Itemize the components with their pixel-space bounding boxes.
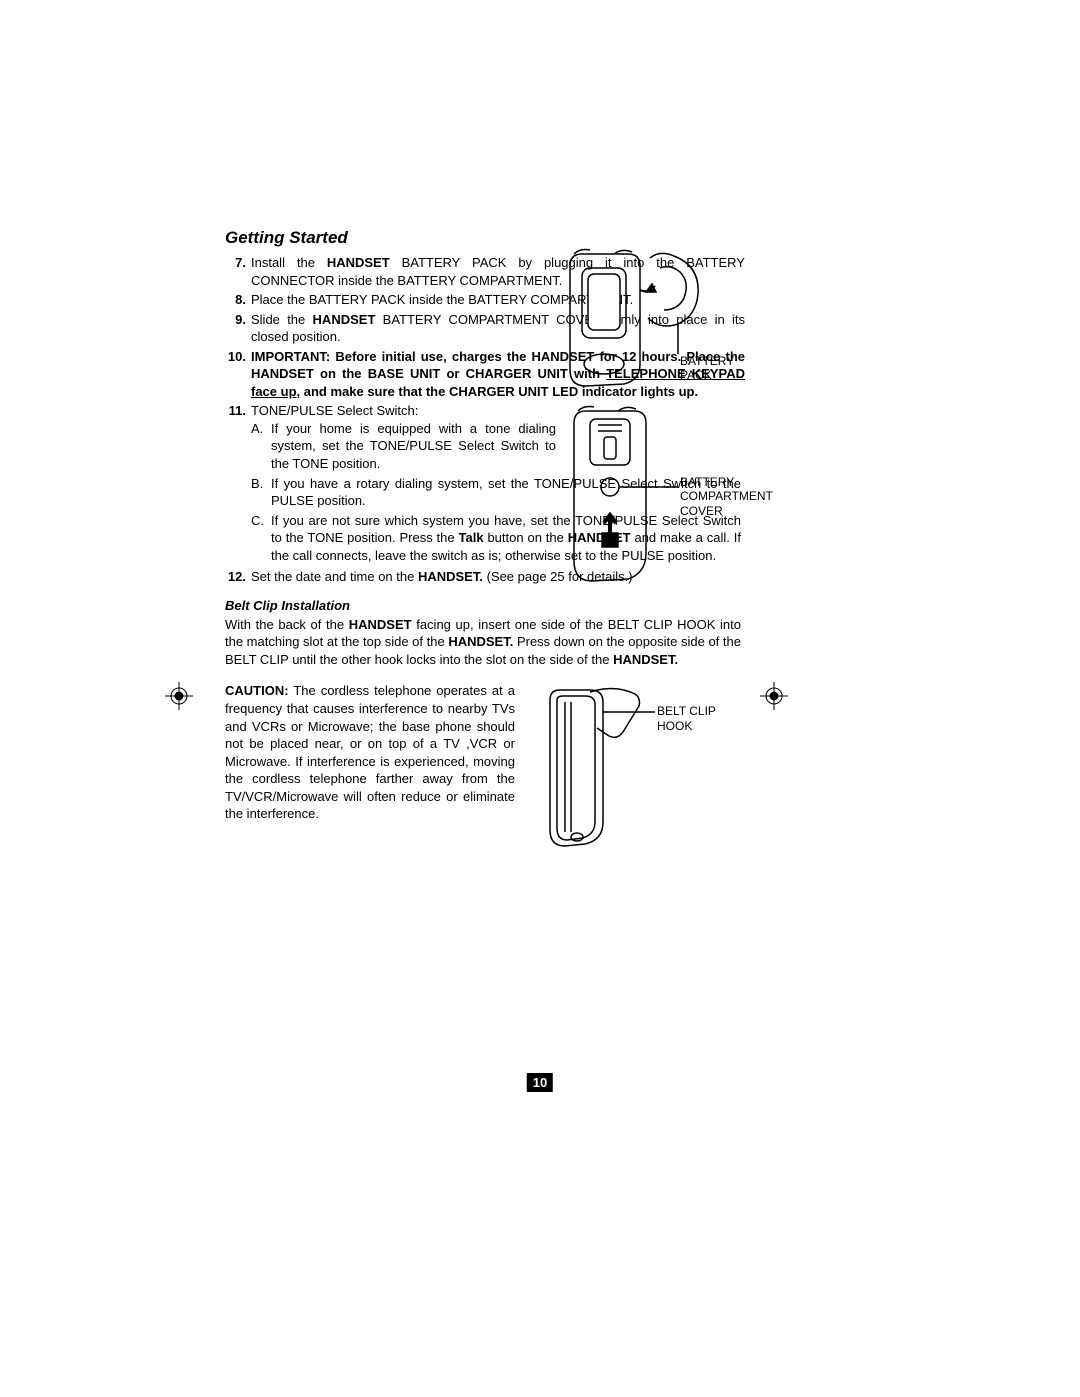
item-number: 7. — [225, 254, 251, 289]
item-number: 8. — [225, 291, 251, 309]
caution-row: CAUTION: The cordless telephone operates… — [225, 682, 741, 852]
page-number: 10 — [527, 1073, 553, 1092]
battery-pack-diagram: BATTERY PACK — [560, 246, 760, 396]
registration-mark-icon — [165, 682, 193, 710]
battery-cover-label: BATTERY COMPARTMENT COVER — [680, 475, 773, 518]
belt-clip-paragraph: With the back of the HANDSET facing up, … — [225, 616, 741, 669]
battery-cover-diagram: BATTERY COMPARTMENT COVER — [560, 403, 760, 593]
item-number: 12. — [225, 568, 251, 586]
belt-clip-title: Belt Clip Installation — [225, 598, 745, 613]
item-number: 10. — [225, 348, 251, 401]
belt-clip-label: BELT CLIP HOOK — [657, 704, 716, 733]
registration-mark-icon — [760, 682, 788, 710]
belt-clip-diagram: BELT CLIP HOOK — [535, 682, 741, 852]
section-title: Getting Started — [225, 228, 745, 248]
battery-pack-label: BATTERY PACK — [680, 354, 760, 383]
item-number: 11. — [225, 402, 251, 566]
caution-text: CAUTION: The cordless telephone operates… — [225, 682, 515, 852]
item-number: 9. — [225, 311, 251, 346]
